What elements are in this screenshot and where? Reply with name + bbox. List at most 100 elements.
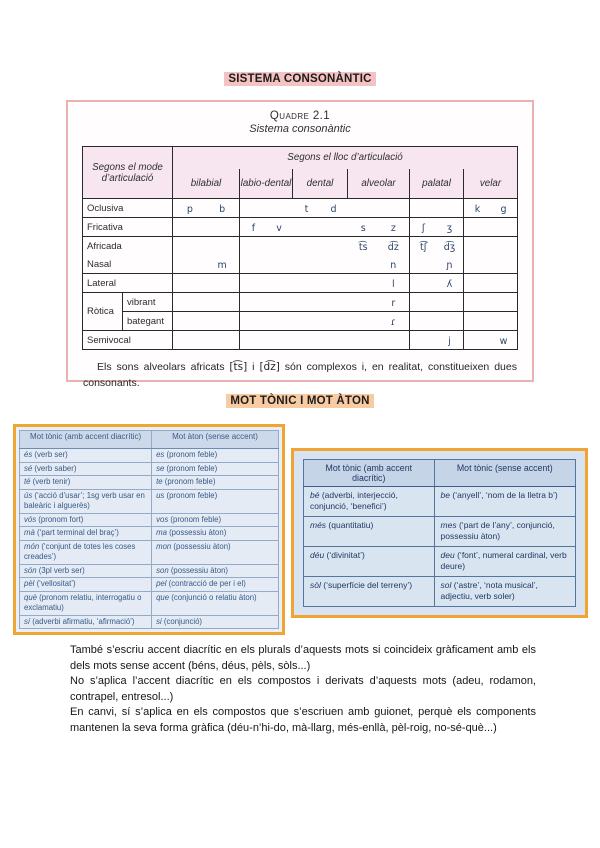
place-column-alveolar: alveolar [347,168,410,199]
word-tonic: té [24,477,31,487]
cell-vibrant-labiodental [239,292,293,312]
consonant-symbol: z [390,223,396,234]
word-gloss: (possessiu àton) [168,565,229,575]
word-tonic: vós [24,514,37,524]
header-mot-tonic-diacritic: Mot tònic (amb accent diacrític) [303,459,435,487]
diacritics-table-left-frame: Mot tònic (amb accent diacrític) Mot àto… [13,424,285,636]
consonant-symbol: ʎ [446,279,453,290]
cell-oclusiva-labiodental [239,198,293,218]
note-ipa-dz: [d͡z] [259,361,280,373]
diacritics-table-right: Mot tònic (amb accent diacrític) Mot tòn… [303,459,577,607]
cell-tonic: món (‘conjunt de totes les coses creades… [18,540,153,565]
cell-tonic: té (verb tenir) [18,475,153,491]
quadre-caption: Quadre 2.1 [269,110,331,122]
word-gloss: (‘part de l’any’, conjunció, possessiu à… [440,519,555,542]
cell-nasal-alveolar: n [348,255,410,274]
place-column-labiodental: labio-dental [239,168,293,199]
row-nasal: Nasal m n ɲ [81,255,518,274]
cell-aton: se (pronom feble) [151,461,279,477]
place-header-cell: Segons el lloc d’articulació [171,146,518,169]
mode-label: Nasal [81,255,173,274]
cell-tonic: sí (adverbi afirmatiu, ‘afirmació’) [18,614,153,630]
word-tonic: món [24,542,40,552]
cell-bategant-palatal [409,311,464,331]
consonant-symbol: t͡s [358,242,368,253]
word-tonic: bé [310,490,320,500]
word-tonic: sí [24,616,31,626]
word-gloss: (‘astre’, ‘nota musical’, adjectiu, verb… [440,579,538,602]
word-aton: si [156,616,162,626]
note-text: i [247,361,260,373]
table-row: què (pronom relatiu, interrogatiu o excl… [18,591,279,616]
cell-nasal-velar [462,255,518,274]
submode-vibrant: vibrant [121,292,173,312]
word-aton: vos [156,514,169,524]
consonant-symbol: t [304,204,309,215]
submode-bategant: bategant [121,311,173,331]
word-gloss: (adverbi afirmatiu, ‘afirmació’) [30,616,135,626]
word-gloss: (pronom feble) [164,463,218,473]
cell-oclusiva-palatal [409,198,464,218]
cell-aton: es (pronom feble) [151,448,279,463]
cell-aton: que (conjunció o relatiu àton) [151,591,279,616]
cell-nasal-palatal: ɲ [409,255,464,274]
cell-semivocal-bilabial [172,330,240,350]
cell-plain: mes (‘part de l’any’, conjunció, possess… [433,515,577,547]
cell-africada-velar [462,236,518,255]
word-gloss: (possessiu àton) [171,542,231,552]
cell-vibrant-dental [292,292,348,312]
cell-aton: us (pronom feble) [151,489,279,514]
cell-lateral-dental [292,273,348,293]
body-paragraph: En canvi, sí s’aplica en els compostos q… [70,706,536,734]
consonant-symbol: m [217,260,227,271]
cell-oclusiva-alveolar [347,198,410,218]
header-mot-tonic-plain: Mot tònic (sense accent) [433,459,577,487]
heading-sistema-consonantic: SISTEMA CONSONÀNTIC [224,72,376,86]
word-plain: be [440,490,451,500]
consonant-symbol: v [276,223,282,234]
consonant-symbol: r [391,298,396,309]
cell-tonic: déu (‘divinitat’) [303,545,435,577]
mode-label: Oclusiva [81,198,173,218]
table-row: sí (adverbi afirmatiu, ‘afirmació’) si (c… [18,614,279,630]
consonant-symbol: t͡ʃ [420,242,427,253]
cell-africada-bilabial [172,236,240,255]
cell-tonic: ús (‘acció d’usar’; 1sg verb usar en bal… [18,489,153,514]
word-aton: ma [156,528,167,538]
cell-tonic: més (quantitatiu) [303,515,435,547]
cell-tonic: sòl (‘superfície del terreny’) [303,575,435,607]
word-tonic: pèl [24,579,35,589]
quadre-subtitle: Sistema consonàntic [249,123,351,135]
place-column-palatal: palatal [409,168,464,199]
consonant-symbol: n [390,260,397,271]
cell-vibrant-velar [462,292,518,312]
word-gloss: (conjunció o relatiu àton) [169,593,257,603]
cell-tonic: bé (adverbi, interjecció, conjunció, ‘be… [303,486,435,517]
consonant-symbol: p [186,204,193,215]
cell-tonic: són (3pl verb ser) [18,563,153,579]
mode-label: Semivocal [81,330,173,350]
consonant-table-header-row-1: Segons el mode d’articulació Segons el l… [81,146,518,199]
note-text: Els sons alveolars africats [97,361,230,373]
mode-label: Lateral [81,273,173,293]
cell-aton: son (possessiu àton) [151,563,279,579]
consonant-symbol: d [330,204,337,215]
cell-africada-dental [292,236,348,255]
word-gloss: (pronom feble) [162,477,216,487]
place-column-bilabial: bilabial [172,168,240,199]
consonant-symbol: w [499,336,508,347]
place-column-dental: dental [292,168,348,199]
header-mot-aton: Mot àton (sense accent) [151,430,279,449]
consonant-symbol: g [500,204,507,215]
word-aton: pel [156,579,167,589]
cell-semivocal-velar: w [462,330,518,350]
consonant-symbol: k [474,204,481,215]
word-gloss: (verb tenir) [30,477,71,487]
cell-semivocal-alveolar [347,330,410,350]
word-gloss: (‘font’, numeral cardinal, verb deure) [440,549,567,572]
notes-section: També s’escriu accent diacrític en els p… [70,643,536,736]
cell-bategant-labiodental [239,311,293,331]
table-row: món (‘conjunt de totes les coses creades… [18,540,279,565]
